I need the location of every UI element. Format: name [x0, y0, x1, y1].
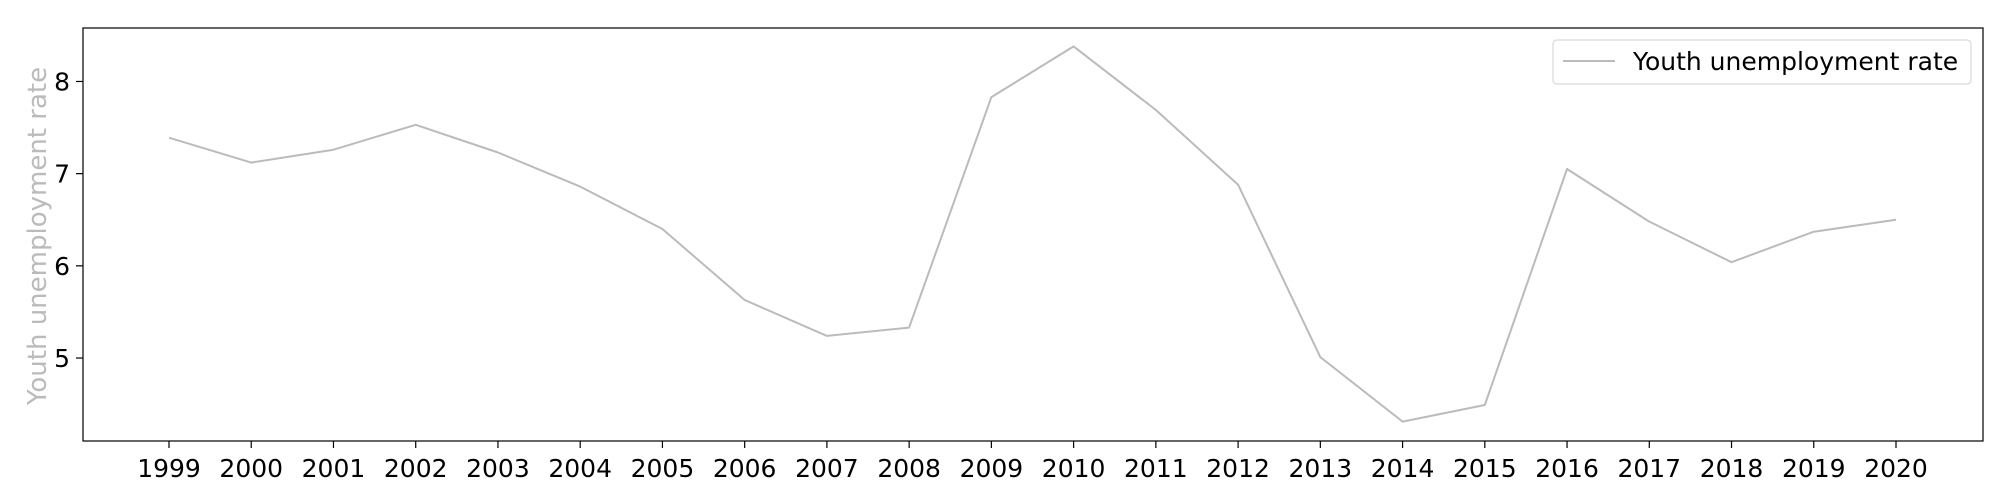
- x-tick-label: 2020: [1864, 454, 1928, 483]
- x-tick-label: 2011: [1124, 454, 1188, 483]
- y-tick-label: 8: [54, 67, 70, 96]
- x-tick-label: 2013: [1289, 454, 1353, 483]
- x-tick-label: 2006: [713, 454, 777, 483]
- x-tick-label: 2005: [631, 454, 695, 483]
- plot-content: [168, 45, 1897, 423]
- x-tick-label: 2017: [1617, 454, 1681, 483]
- x-tick-label: 2004: [548, 454, 612, 483]
- legend-box: [1552, 39, 1972, 85]
- x-tick-label: 2008: [877, 454, 941, 483]
- x-tick-label: 2002: [384, 454, 448, 483]
- x-tick-label: 2018: [1700, 454, 1764, 483]
- x-tick-label: 2007: [795, 454, 859, 483]
- legend-label: Youth unemployment rate: [1632, 47, 1958, 76]
- x-tick-label: 2015: [1453, 454, 1517, 483]
- x-tick-label: 2000: [219, 454, 283, 483]
- x-tick-label: 2019: [1782, 454, 1846, 483]
- y-tick-label: 5: [54, 344, 70, 373]
- x-tick-label: 2010: [1042, 454, 1106, 483]
- plot-frame: [82, 27, 1984, 442]
- x-tick-label: 2012: [1206, 454, 1270, 483]
- series-line: [168, 45, 1897, 423]
- x-axis: 1999 2000 2001 2002 2003 2004 2005 2006 2007 2008…: [137, 441, 1928, 483]
- x-tick-label: 2003: [466, 454, 530, 483]
- y-axis: 5 6 7 8: [54, 67, 83, 373]
- y-tick-label: 6: [54, 252, 70, 281]
- x-tick-label: 2014: [1371, 454, 1435, 483]
- legend: Youth unemployment rate: [1552, 39, 1972, 85]
- x-tick-label: 1999: [137, 454, 201, 483]
- x-tick-label: 2016: [1535, 454, 1599, 483]
- y-tick-label: 7: [54, 160, 70, 189]
- x-tick-label: 2009: [960, 454, 1024, 483]
- y-axis-label: Youth unemployment rate: [23, 67, 53, 406]
- x-tick-label: 2001: [302, 454, 366, 483]
